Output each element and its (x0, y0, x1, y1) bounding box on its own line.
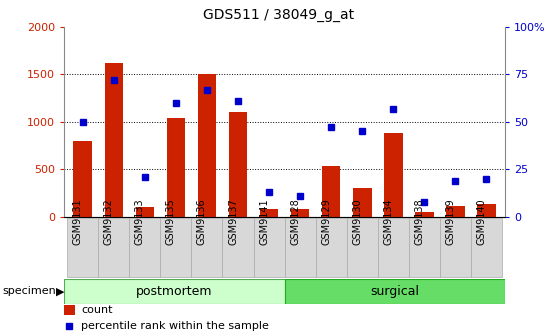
Text: postmortem: postmortem (136, 285, 213, 298)
Bar (285, 218, 316, 277)
Bar (440, 218, 471, 277)
Bar (353, 188, 372, 217)
Bar (191, 218, 223, 277)
Text: GSM9134: GSM9134 (383, 198, 393, 245)
Bar (322, 166, 340, 217)
Text: GSM9140: GSM9140 (477, 198, 487, 245)
Text: GSM9131: GSM9131 (73, 198, 83, 245)
Bar (104, 63, 123, 217)
Text: GSM9137: GSM9137 (228, 198, 238, 245)
Bar (259, 209, 278, 217)
Bar (471, 218, 502, 277)
Bar (415, 212, 434, 217)
Bar (316, 218, 347, 277)
Bar (378, 218, 409, 277)
Text: ▶: ▶ (56, 287, 65, 296)
Text: GSM9132: GSM9132 (104, 198, 114, 245)
Text: GSM9141: GSM9141 (259, 198, 269, 245)
Bar (446, 206, 465, 217)
Text: GDS511 / 38049_g_at: GDS511 / 38049_g_at (204, 8, 354, 23)
Bar (68, 218, 98, 277)
Text: count: count (81, 305, 113, 315)
Text: GSM9138: GSM9138 (414, 198, 424, 245)
Text: GSM9133: GSM9133 (135, 198, 145, 245)
Text: GSM9129: GSM9129 (321, 198, 331, 245)
Text: percentile rank within the sample: percentile rank within the sample (81, 321, 270, 331)
Text: GSM9136: GSM9136 (197, 198, 207, 245)
Bar (129, 218, 160, 277)
Bar (64, 304, 75, 315)
Text: surgical: surgical (371, 285, 419, 298)
Bar (291, 209, 310, 217)
Bar (253, 218, 285, 277)
Text: GSM9139: GSM9139 (445, 198, 455, 245)
Bar (285, 279, 505, 304)
Bar (198, 74, 217, 217)
Bar (409, 218, 440, 277)
Bar (229, 112, 247, 217)
Bar (223, 218, 253, 277)
Text: GSM9128: GSM9128 (290, 198, 300, 245)
Text: specimen: specimen (3, 287, 56, 296)
Bar (74, 141, 92, 217)
Bar (136, 207, 154, 217)
Bar (167, 118, 185, 217)
Bar (98, 218, 129, 277)
Text: GSM9135: GSM9135 (166, 198, 176, 245)
Bar (160, 218, 191, 277)
Bar (384, 133, 402, 217)
Bar (347, 218, 378, 277)
Text: GSM9130: GSM9130 (352, 198, 362, 245)
Bar (64, 279, 285, 304)
Bar (477, 204, 496, 217)
